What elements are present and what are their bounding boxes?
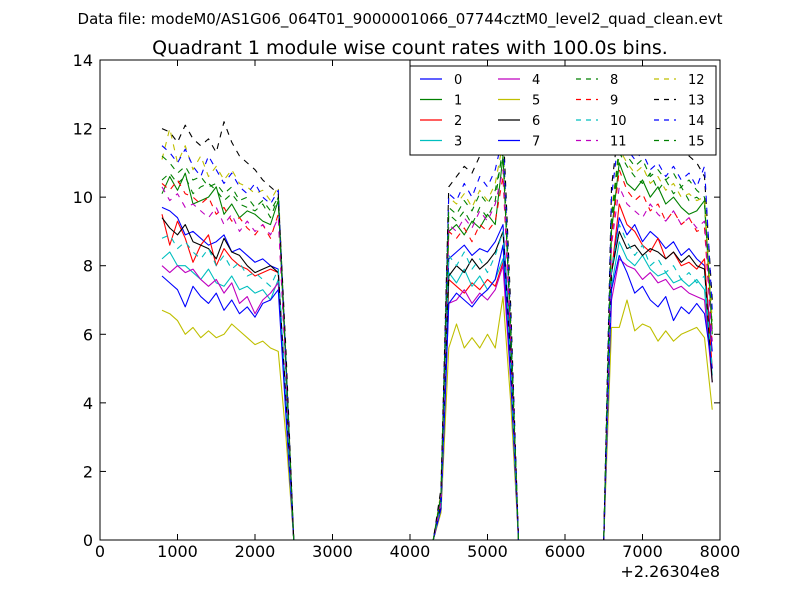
x-tick-label: 4000 bbox=[390, 542, 431, 561]
series-line-15 bbox=[161, 145, 713, 540]
x-tick-label: 1000 bbox=[157, 542, 198, 561]
y-tick-label: 8 bbox=[83, 257, 93, 276]
series-line-7 bbox=[161, 244, 713, 540]
x-tick-label: 2000 bbox=[235, 542, 276, 561]
legend-label-10: 10 bbox=[610, 114, 627, 129]
plot-area: 0 1000 2000 3000 4000 5000 6000 7000 80000246810… bbox=[73, 51, 741, 561]
y-tick-label: 6 bbox=[83, 325, 93, 344]
legend-label-14: 14 bbox=[688, 114, 705, 129]
series-line-5 bbox=[161, 296, 713, 540]
x-tick-label: 0 bbox=[95, 542, 105, 561]
series-line-9 bbox=[161, 169, 713, 540]
series-line-4 bbox=[161, 258, 713, 540]
series-line-14 bbox=[161, 131, 713, 540]
series-line-1 bbox=[161, 155, 713, 540]
y-tick-label: 4 bbox=[83, 394, 93, 413]
series-line-12 bbox=[161, 128, 713, 540]
suptitle: Data file: modeM0/AS1G06_064T01_90000010… bbox=[78, 10, 723, 29]
legend-label-1: 1 bbox=[454, 94, 462, 109]
legend-label-7: 7 bbox=[532, 135, 540, 150]
x-axis-offset-label: +2.26304e8 bbox=[620, 562, 720, 581]
x-tick-label: 5000 bbox=[467, 542, 508, 561]
y-tick-label: 14 bbox=[73, 51, 93, 70]
chart-title: Quadrant 1 module wise count rates with … bbox=[152, 37, 668, 59]
y-tick-label: 0 bbox=[83, 531, 93, 550]
legend-label-0: 0 bbox=[454, 73, 462, 88]
x-tick-label: 8000 bbox=[700, 542, 741, 561]
legend-label-4: 4 bbox=[532, 73, 540, 88]
legend-label-2: 2 bbox=[454, 114, 462, 129]
series-line-6 bbox=[161, 217, 713, 540]
legend-label-3: 3 bbox=[454, 135, 462, 150]
legend-label-12: 12 bbox=[688, 73, 705, 88]
x-tick-label: 6000 bbox=[545, 542, 586, 561]
series-line-3 bbox=[161, 241, 713, 540]
legend-label-9: 9 bbox=[610, 94, 618, 109]
legend-label-6: 6 bbox=[532, 114, 540, 129]
x-tick-label: 7000 bbox=[622, 542, 663, 561]
y-tick-label: 2 bbox=[83, 462, 93, 481]
series-line-2 bbox=[161, 203, 713, 540]
series-line-11 bbox=[161, 169, 713, 540]
series-line-8 bbox=[161, 145, 713, 540]
legend-label-15: 15 bbox=[688, 135, 705, 150]
series-line-10 bbox=[161, 224, 713, 540]
series-line-13 bbox=[161, 110, 713, 540]
legend-label-8: 8 bbox=[610, 73, 618, 88]
legend-label-11: 11 bbox=[610, 135, 627, 150]
y-tick-label: 10 bbox=[73, 188, 93, 207]
series-line-0 bbox=[161, 206, 713, 540]
legend-label-13: 13 bbox=[688, 94, 705, 109]
x-tick-label: 3000 bbox=[312, 542, 353, 561]
y-tick-label: 12 bbox=[73, 120, 93, 139]
series-group bbox=[161, 110, 713, 540]
legend-label-5: 5 bbox=[532, 94, 540, 109]
